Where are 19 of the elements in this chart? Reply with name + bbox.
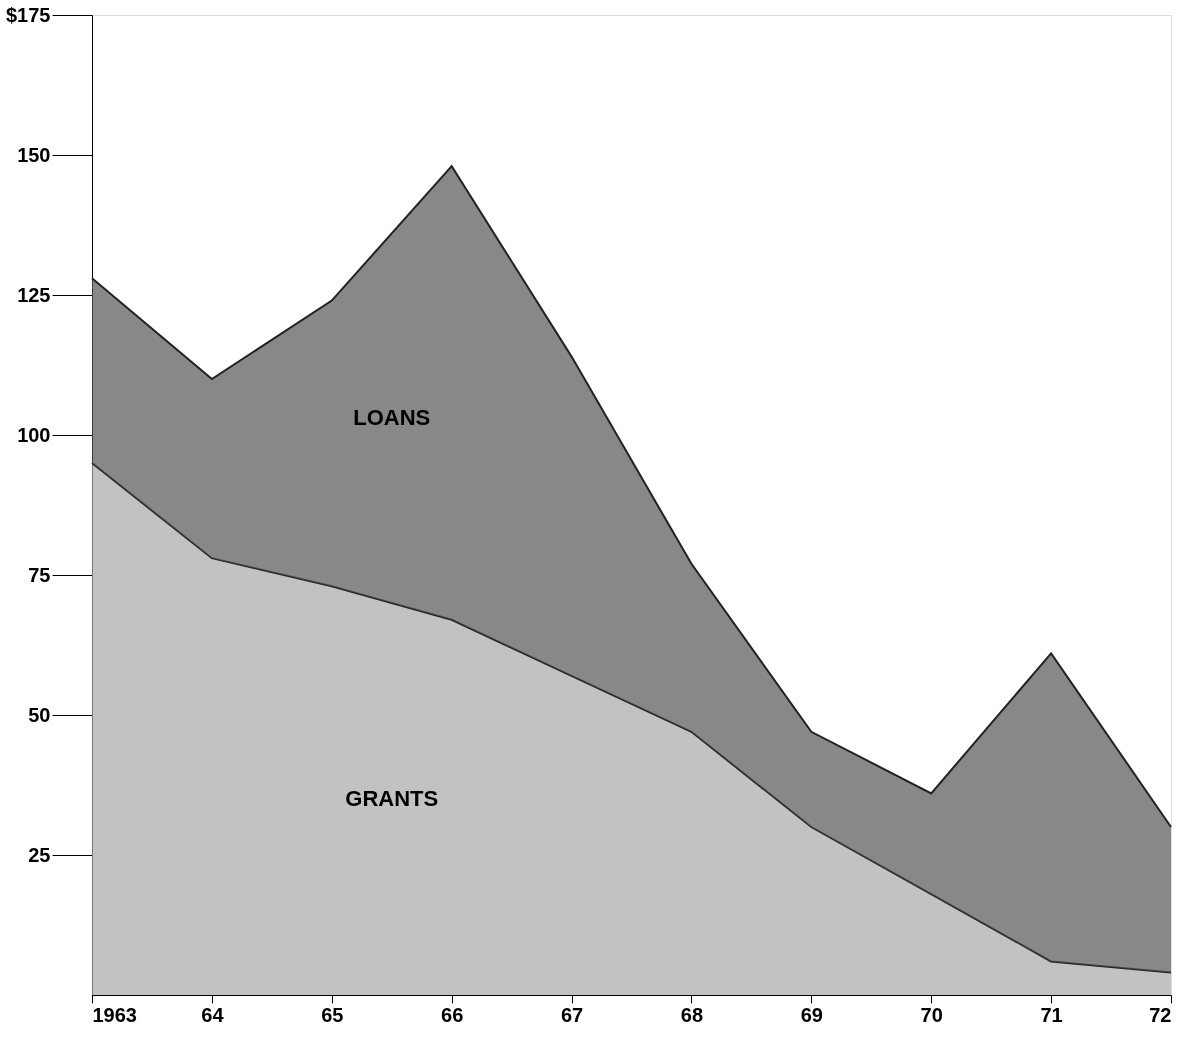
y-tick-label: 100 bbox=[17, 423, 51, 446]
y-tick-label: 75 bbox=[28, 563, 51, 586]
y-tick-label: 150 bbox=[17, 143, 51, 166]
x-tick-label: 70 bbox=[920, 1003, 943, 1026]
x-tick-label: 69 bbox=[800, 1003, 823, 1026]
series-label: LOANS bbox=[353, 405, 431, 431]
x-tick-label: 1963 bbox=[92, 1003, 137, 1026]
y-tick-label: 50 bbox=[28, 703, 51, 726]
x-tick-label: 65 bbox=[321, 1003, 344, 1026]
x-tick-label: 66 bbox=[441, 1003, 464, 1026]
y-tick-label: $175 bbox=[6, 3, 51, 26]
y-tick-label: 25 bbox=[28, 843, 51, 866]
x-tick-label: 71 bbox=[1040, 1003, 1063, 1026]
series-label: GRANTS bbox=[345, 786, 439, 811]
x-tick-label: 72 bbox=[1149, 1003, 1172, 1026]
y-tick-label: 125 bbox=[17, 283, 51, 306]
x-tick-label: 68 bbox=[680, 1003, 704, 1026]
x-tick-label: 67 bbox=[560, 1003, 584, 1026]
x-tick-label: 64 bbox=[201, 1003, 225, 1026]
